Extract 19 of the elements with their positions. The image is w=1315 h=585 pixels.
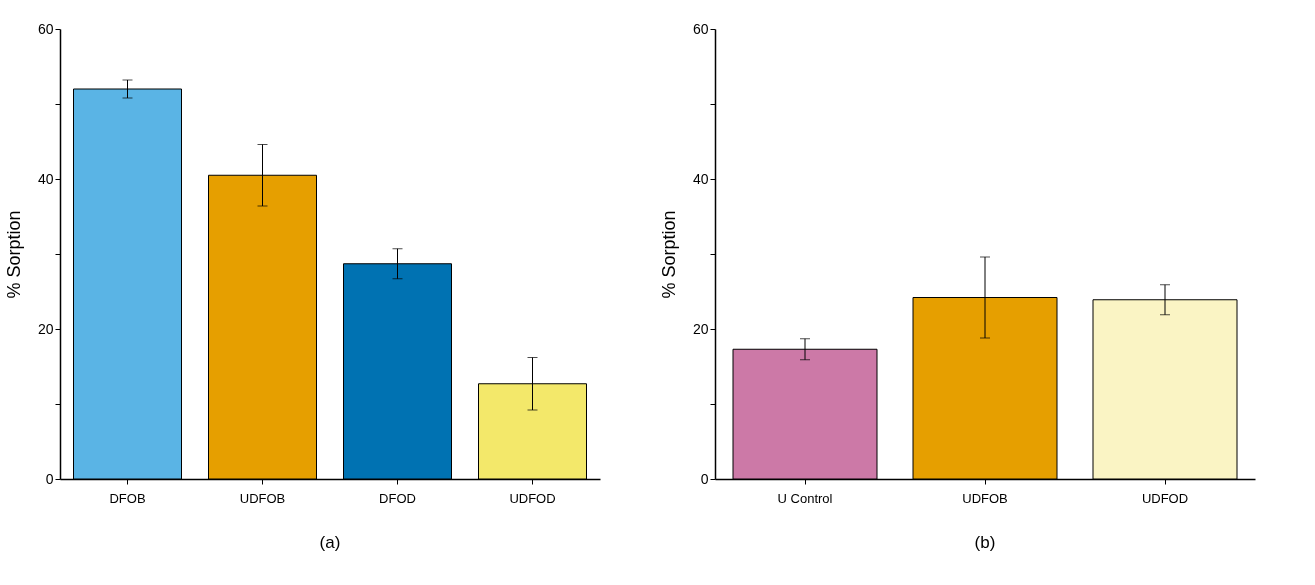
y-tick-label: 20 — [692, 320, 709, 337]
y-tick-label: 20 — [37, 320, 54, 337]
x-tick-label: DFOB — [109, 490, 146, 506]
x-tick-label: U Control — [777, 490, 833, 506]
y-axis-title: % Sorption — [658, 210, 679, 299]
y-tick-label: 40 — [37, 170, 54, 187]
x-tick-label: UDFOD — [509, 490, 556, 506]
y-tick-label: 40 — [692, 170, 709, 187]
y-tick-label: 60 — [37, 20, 54, 37]
y-tick-label: 60 — [692, 20, 709, 37]
x-tick-label: DFOD — [379, 490, 416, 506]
text: (a) — [319, 533, 341, 552]
x-tick-label: UDFOB — [962, 490, 1008, 506]
y-axis-title: % Sorption — [3, 210, 24, 299]
y-tick-label: 0 — [700, 470, 709, 487]
x-tick-label: UDFOD — [1141, 490, 1189, 506]
y-tick-label: 0 — [45, 470, 54, 487]
text: (b) — [974, 533, 996, 552]
x-tick-label: UDFOB — [239, 490, 286, 506]
